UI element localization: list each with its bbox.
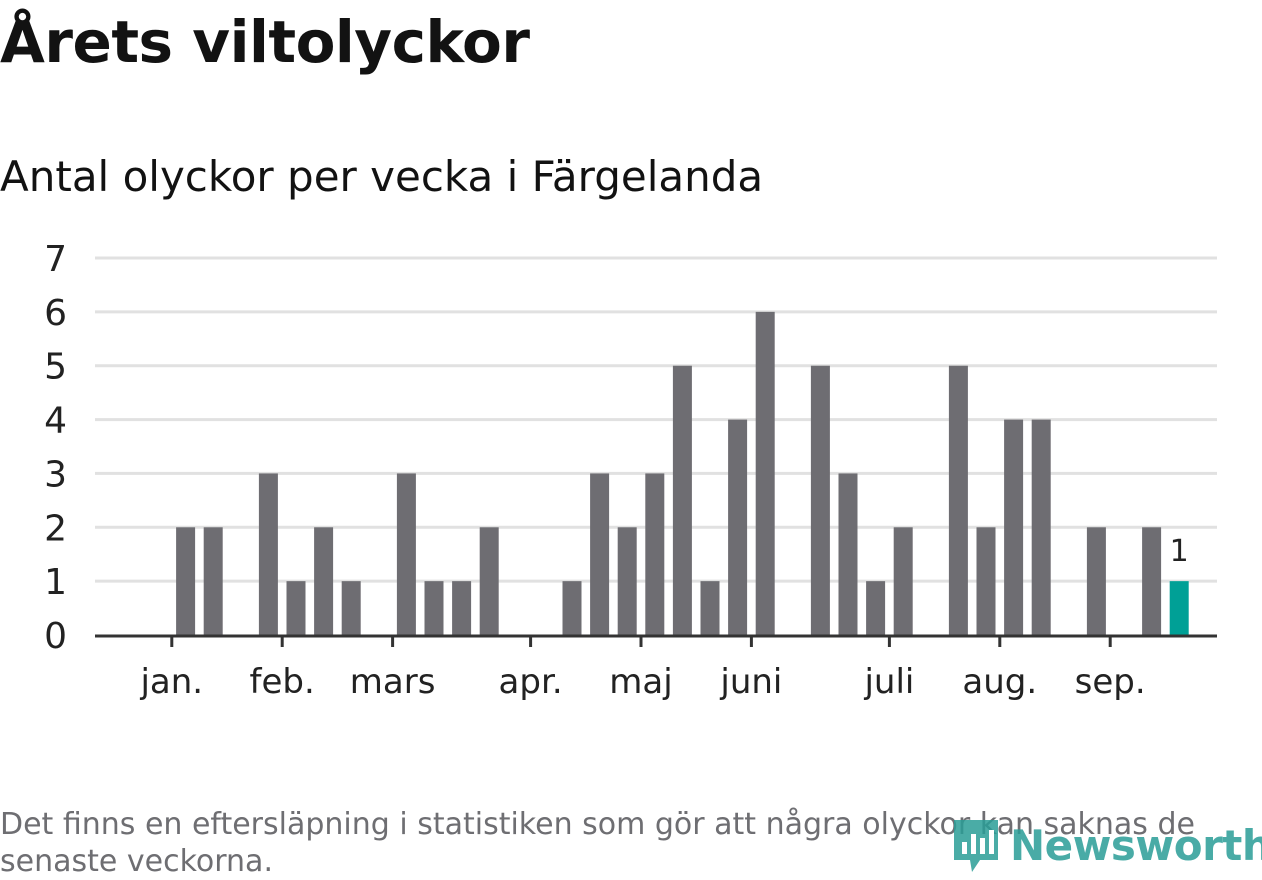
brand-name: Newsworthy [1010, 820, 1262, 870]
y-axis-ticks: 0 1 2 3 4 5 6 7 [44, 239, 67, 657]
y-tick-label: 5 [44, 347, 67, 388]
x-tick-label: feb. [250, 662, 315, 700]
bar [617, 527, 637, 635]
x-tick-label: juni [719, 662, 782, 700]
bar [976, 527, 996, 635]
bar-value-label: 1 [1170, 534, 1189, 569]
y-tick-label: 7 [44, 239, 67, 280]
bar [590, 473, 610, 635]
bar [314, 527, 334, 635]
chart-title: Årets viltolyckor [0, 8, 530, 76]
bar [672, 365, 692, 635]
data-labels: 1 [1170, 534, 1189, 569]
y-tick-label: 2 [44, 508, 67, 549]
bar [948, 365, 968, 635]
bar [562, 581, 582, 635]
y-tick-label: 4 [44, 401, 67, 442]
bar [866, 581, 886, 635]
x-axis: jan. feb. mars apr. maj juni juli aug. sep. [95, 634, 1217, 700]
bar [810, 365, 830, 635]
newsworthy-logo-icon [954, 820, 998, 872]
y-tick-label: 0 [44, 616, 67, 657]
bar [424, 581, 444, 635]
bar [258, 473, 278, 635]
x-tick-label: mars [350, 662, 436, 700]
bar [838, 473, 858, 635]
bar [1004, 419, 1024, 635]
x-tick-label: apr. [499, 662, 563, 700]
y-tick-label: 1 [44, 562, 67, 603]
bar-highlight [1169, 581, 1189, 635]
bars [176, 311, 1189, 635]
x-tick-label: maj [609, 662, 672, 700]
bar [645, 473, 665, 635]
bar [452, 581, 472, 635]
bar-chart: 0 1 2 3 4 5 6 7 jan. feb. mars apr. maj juni juli aug.… [44, 239, 1217, 700]
bar [893, 527, 913, 635]
bar [396, 473, 416, 635]
x-tick-label: aug. [962, 662, 1037, 700]
y-tick-label: 3 [44, 454, 67, 495]
bar [755, 311, 775, 635]
x-tick-label: jan. [139, 662, 203, 700]
bar [203, 527, 223, 635]
y-tick-label: 6 [44, 293, 67, 334]
bar [341, 581, 361, 635]
x-tick-label: juli [863, 662, 914, 700]
x-tick-label: sep. [1075, 662, 1146, 700]
bar [1086, 527, 1106, 635]
chart-subtitle: Antal olyckor per vecka i Färgelanda [0, 152, 764, 201]
brand-logo: Newsworthy [950, 816, 1262, 874]
bar [176, 527, 196, 635]
bar [1142, 527, 1162, 635]
bar [1031, 419, 1051, 635]
bar [700, 581, 720, 635]
bar [286, 581, 306, 635]
bar [479, 527, 499, 635]
bar [728, 419, 748, 635]
